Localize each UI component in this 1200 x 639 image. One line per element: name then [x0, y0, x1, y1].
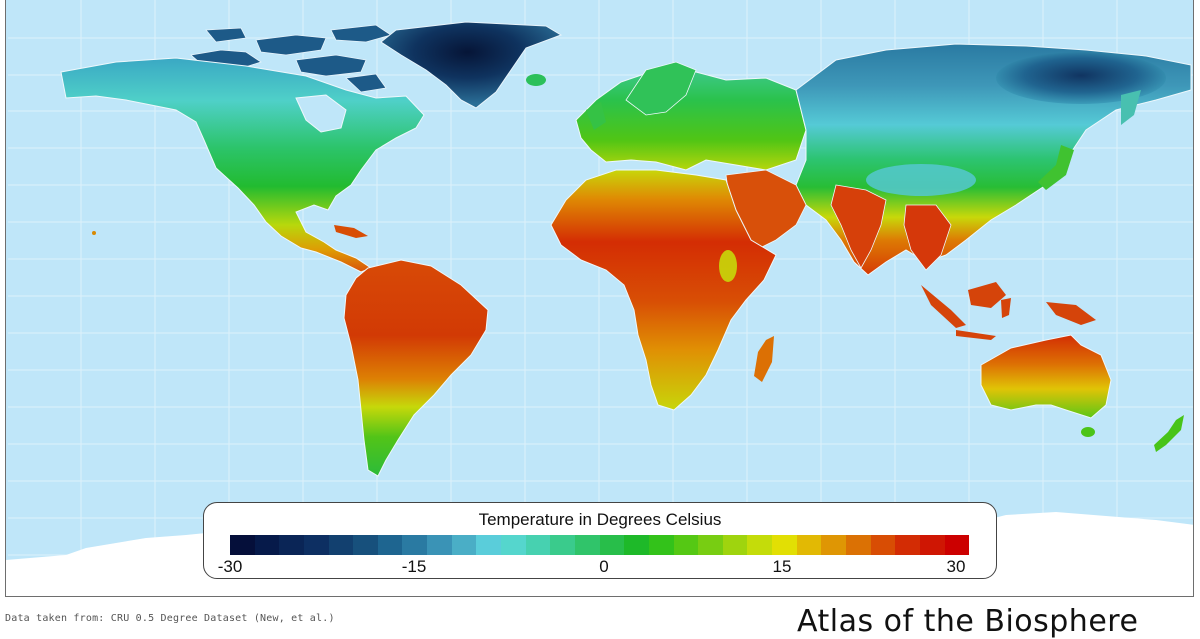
- colorbar-bin: [846, 535, 871, 555]
- colorbar-bin: [772, 535, 797, 555]
- colorbar-bin: [574, 535, 600, 555]
- tick-label-minus15: -15: [401, 557, 427, 576]
- kamchatka: [1121, 90, 1141, 125]
- tick-label-zero: 0: [599, 557, 609, 576]
- colorbar-bin: [303, 535, 329, 555]
- hawaii: [92, 231, 96, 235]
- australia: [980, 334, 1112, 419]
- hudson-bay: [295, 94, 347, 133]
- colorbar-bin: [451, 535, 477, 555]
- colorbar: [230, 535, 970, 555]
- tasmania: [1081, 427, 1095, 437]
- colorbar-bin: [648, 535, 674, 555]
- data-source-note: Data taken from: CRU 0.5 Degree Dataset …: [5, 613, 335, 624]
- tick-label-15: 15: [772, 557, 792, 576]
- greenland: [380, 21, 563, 109]
- british-isles: [586, 102, 606, 130]
- colorbar-bin: [747, 535, 773, 555]
- legend-panel: Temperature in Degrees Celsius -30 -15 0…: [203, 502, 997, 579]
- tick-label-max: 30: [946, 557, 966, 576]
- new-zealand: [1154, 415, 1184, 452]
- tibetan-plateau: [866, 164, 976, 196]
- colorbar-bin: [254, 535, 280, 555]
- colorbar-bin: [624, 535, 649, 555]
- maritime-southeast-asia: [921, 282, 1096, 340]
- iceland: [526, 74, 546, 86]
- colorbar-bin: [673, 535, 699, 555]
- colorbar-bin: [550, 535, 575, 555]
- madagascar: [754, 336, 774, 382]
- colorbar-bin: [698, 535, 723, 555]
- brand-title: Atlas of the Biosphere: [797, 604, 1139, 639]
- africa: [550, 169, 777, 411]
- colorbar-bin: [525, 535, 551, 555]
- colorbar-bin: [944, 535, 970, 555]
- colorbar-bin: [501, 535, 526, 555]
- europe: [575, 69, 807, 171]
- colorbar-bin: [821, 535, 847, 555]
- colorbar-bin: [796, 535, 822, 555]
- siberia-cold-core: [996, 52, 1166, 104]
- tick-label-min: -30: [217, 557, 243, 576]
- colorbar-bin: [919, 535, 945, 555]
- southeast-asia: [903, 204, 952, 271]
- south-america: [343, 259, 489, 477]
- colorbar-bin: [895, 535, 920, 555]
- japan: [1038, 145, 1074, 190]
- arctic-archipelago: [190, 24, 392, 93]
- ethiopian-highlands: [719, 250, 737, 282]
- colorbar-bin: [402, 535, 428, 555]
- colorbar-bin: [599, 535, 625, 555]
- colorbar-bin: [476, 535, 502, 555]
- scandinavia: [625, 61, 697, 116]
- colorbar-bin: [279, 535, 304, 555]
- colorbar-bin: [353, 535, 378, 555]
- colorbar-bin: [328, 535, 354, 555]
- colorbar-bin: [427, 535, 452, 555]
- colorbar-bin: [722, 535, 748, 555]
- legend-title: Temperature in Degrees Celsius: [478, 510, 722, 529]
- caribbean-islands: [334, 225, 368, 238]
- india: [830, 184, 887, 269]
- colorbar-bin: [230, 535, 255, 555]
- colorbar-bin: [870, 535, 896, 555]
- colorbar-bin: [377, 535, 403, 555]
